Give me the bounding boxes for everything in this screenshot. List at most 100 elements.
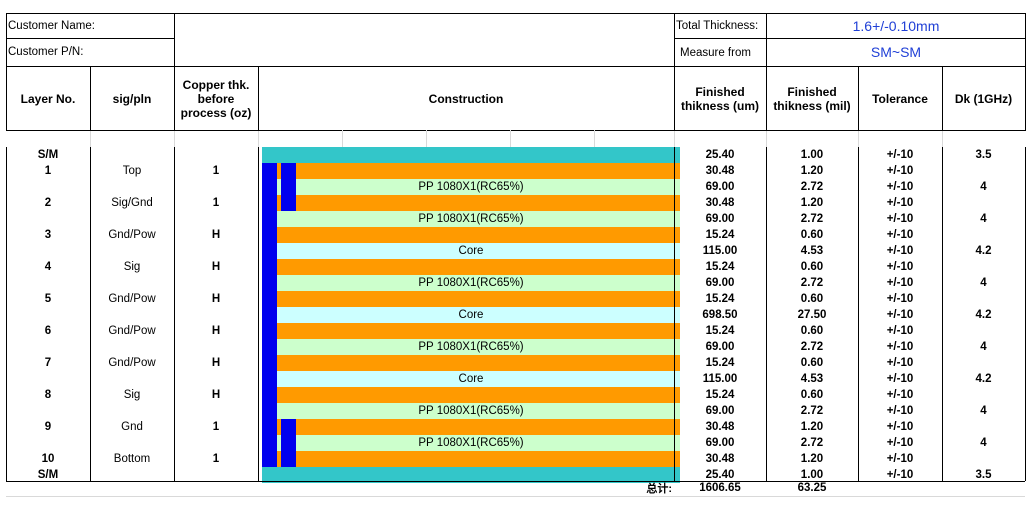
layer-band-copper	[262, 291, 680, 307]
row-cell-dk: 4	[980, 213, 987, 225]
row-cell-um: 69.00	[705, 277, 735, 289]
row-cell-tol: +/-10	[886, 197, 914, 209]
row-cell-tol: +/-10	[886, 373, 914, 385]
row-cell-cu: 1	[212, 197, 220, 209]
layer-band-copper	[262, 355, 680, 371]
grid-line	[766, 130, 767, 147]
row-cell-dk: 4.2	[975, 309, 992, 321]
measure-from-value: SM~SM	[870, 44, 922, 60]
row-cell-um: 15.24	[705, 229, 735, 241]
total-thickness-value: 1.6+/-0.10mm	[852, 18, 940, 34]
row-cell-um: 69.00	[705, 405, 735, 417]
grid-line	[6, 66, 1025, 67]
layer-band-copper	[262, 323, 680, 339]
layer-band-copper	[262, 451, 680, 467]
row-cell-mil: 4.53	[800, 373, 824, 385]
row-cell-dk	[942, 419, 1025, 435]
grid-line	[174, 66, 175, 131]
row-cell-mil: 1.00	[800, 469, 824, 481]
blind-via-bottom-bar	[281, 419, 296, 467]
grid-line	[766, 147, 767, 481]
row-cell-dk	[942, 387, 1025, 403]
grid-line	[942, 66, 943, 131]
row-cell-um: 69.00	[705, 341, 735, 353]
row-cell-sig	[90, 403, 174, 419]
grid-line	[766, 66, 767, 131]
total-thickness-label: Total Thickness:	[676, 20, 759, 32]
grid-line	[6, 147, 7, 481]
row-cell-sig: Gnd	[121, 421, 143, 433]
row-cell-layer	[6, 275, 90, 291]
layer-band-pp: PP 1080X1(RC65%)	[262, 435, 680, 451]
grid-line	[942, 130, 943, 147]
customer-name-label: Customer Name:	[8, 20, 95, 32]
row-cell-dk	[942, 227, 1025, 243]
row-cell-mil: 2.72	[800, 405, 824, 417]
row-cell-dk: 4.2	[975, 373, 992, 385]
layer-band-pp: PP 1080X1(RC65%)	[262, 179, 680, 195]
row-cell-layer: S/M	[37, 149, 59, 161]
layer-band-core: Core	[262, 243, 680, 259]
row-cell-um: 15.24	[705, 325, 735, 337]
layer-band-copper	[262, 387, 680, 403]
row-cell-layer: 8	[44, 389, 52, 401]
header-fin-um-line2: thikness (um)	[680, 99, 759, 113]
row-cell-mil: 2.72	[800, 181, 824, 193]
grid-line	[674, 66, 675, 131]
row-cell-dk: 4	[980, 277, 987, 289]
row-cell-um: 69.00	[705, 181, 735, 193]
row-cell-layer: 10	[41, 453, 55, 465]
through-via-bar	[262, 163, 277, 467]
grid-line	[1025, 13, 1026, 67]
row-cell-tol: +/-10	[886, 453, 914, 465]
grid-line	[674, 147, 675, 481]
header-tolerance: Tolerance	[872, 92, 928, 106]
row-cell-dk	[942, 163, 1025, 179]
row-cell-mil: 1.20	[800, 197, 824, 209]
total-label: 总计:	[646, 483, 672, 495]
layer-band-mask	[262, 467, 680, 483]
row-cell-sig: Sig/Gnd	[111, 197, 153, 209]
row-cell-um: 25.40	[705, 469, 735, 481]
grid-line	[6, 38, 174, 39]
layer-band-core: Core	[262, 307, 680, 323]
grid-line	[6, 130, 1025, 131]
row-cell-tol: +/-10	[886, 181, 914, 193]
header-copper-line2: before	[197, 92, 235, 106]
row-cell-tol: +/-10	[886, 357, 914, 369]
row-cell-dk: 4	[980, 437, 987, 449]
row-cell-sig	[90, 435, 174, 451]
grid-line	[858, 130, 859, 147]
row-cell-tol: +/-10	[886, 245, 914, 257]
row-cell-mil: 2.72	[800, 341, 824, 353]
grid-line	[766, 13, 767, 67]
row-cell-cu	[174, 275, 258, 291]
row-cell-sig: Top	[122, 165, 142, 177]
grid-line	[426, 130, 427, 147]
row-cell-sig	[90, 371, 174, 387]
layer-band-copper	[262, 419, 680, 435]
row-cell-cu: 1	[212, 421, 220, 433]
grid-line	[6, 66, 7, 131]
row-cell-tol: +/-10	[886, 421, 914, 433]
grid-line	[1025, 147, 1026, 481]
row-cell-sig	[90, 275, 174, 291]
grid-line	[858, 66, 859, 131]
grid-line	[174, 147, 175, 481]
row-cell-mil: 4.53	[800, 245, 824, 257]
row-cell-cu	[174, 147, 258, 163]
row-cell-dk	[942, 355, 1025, 371]
row-cell-mil: 1.20	[800, 165, 824, 177]
row-cell-mil: 1.20	[800, 453, 824, 465]
row-cell-layer: 5	[44, 293, 52, 305]
layer-band-pp: PP 1080X1(RC65%)	[262, 211, 680, 227]
row-cell-layer	[6, 371, 90, 387]
row-cell-layer: 2	[44, 197, 52, 209]
row-cell-layer	[6, 179, 90, 195]
row-cell-sig: Gnd/Pow	[108, 293, 156, 305]
row-cell-dk	[942, 195, 1025, 211]
row-cell-tol: +/-10	[886, 405, 914, 417]
header-copper-thickness: Copper thk. before process (oz)	[174, 68, 258, 130]
grid-line	[510, 130, 511, 147]
row-cell-cu: H	[211, 293, 221, 305]
